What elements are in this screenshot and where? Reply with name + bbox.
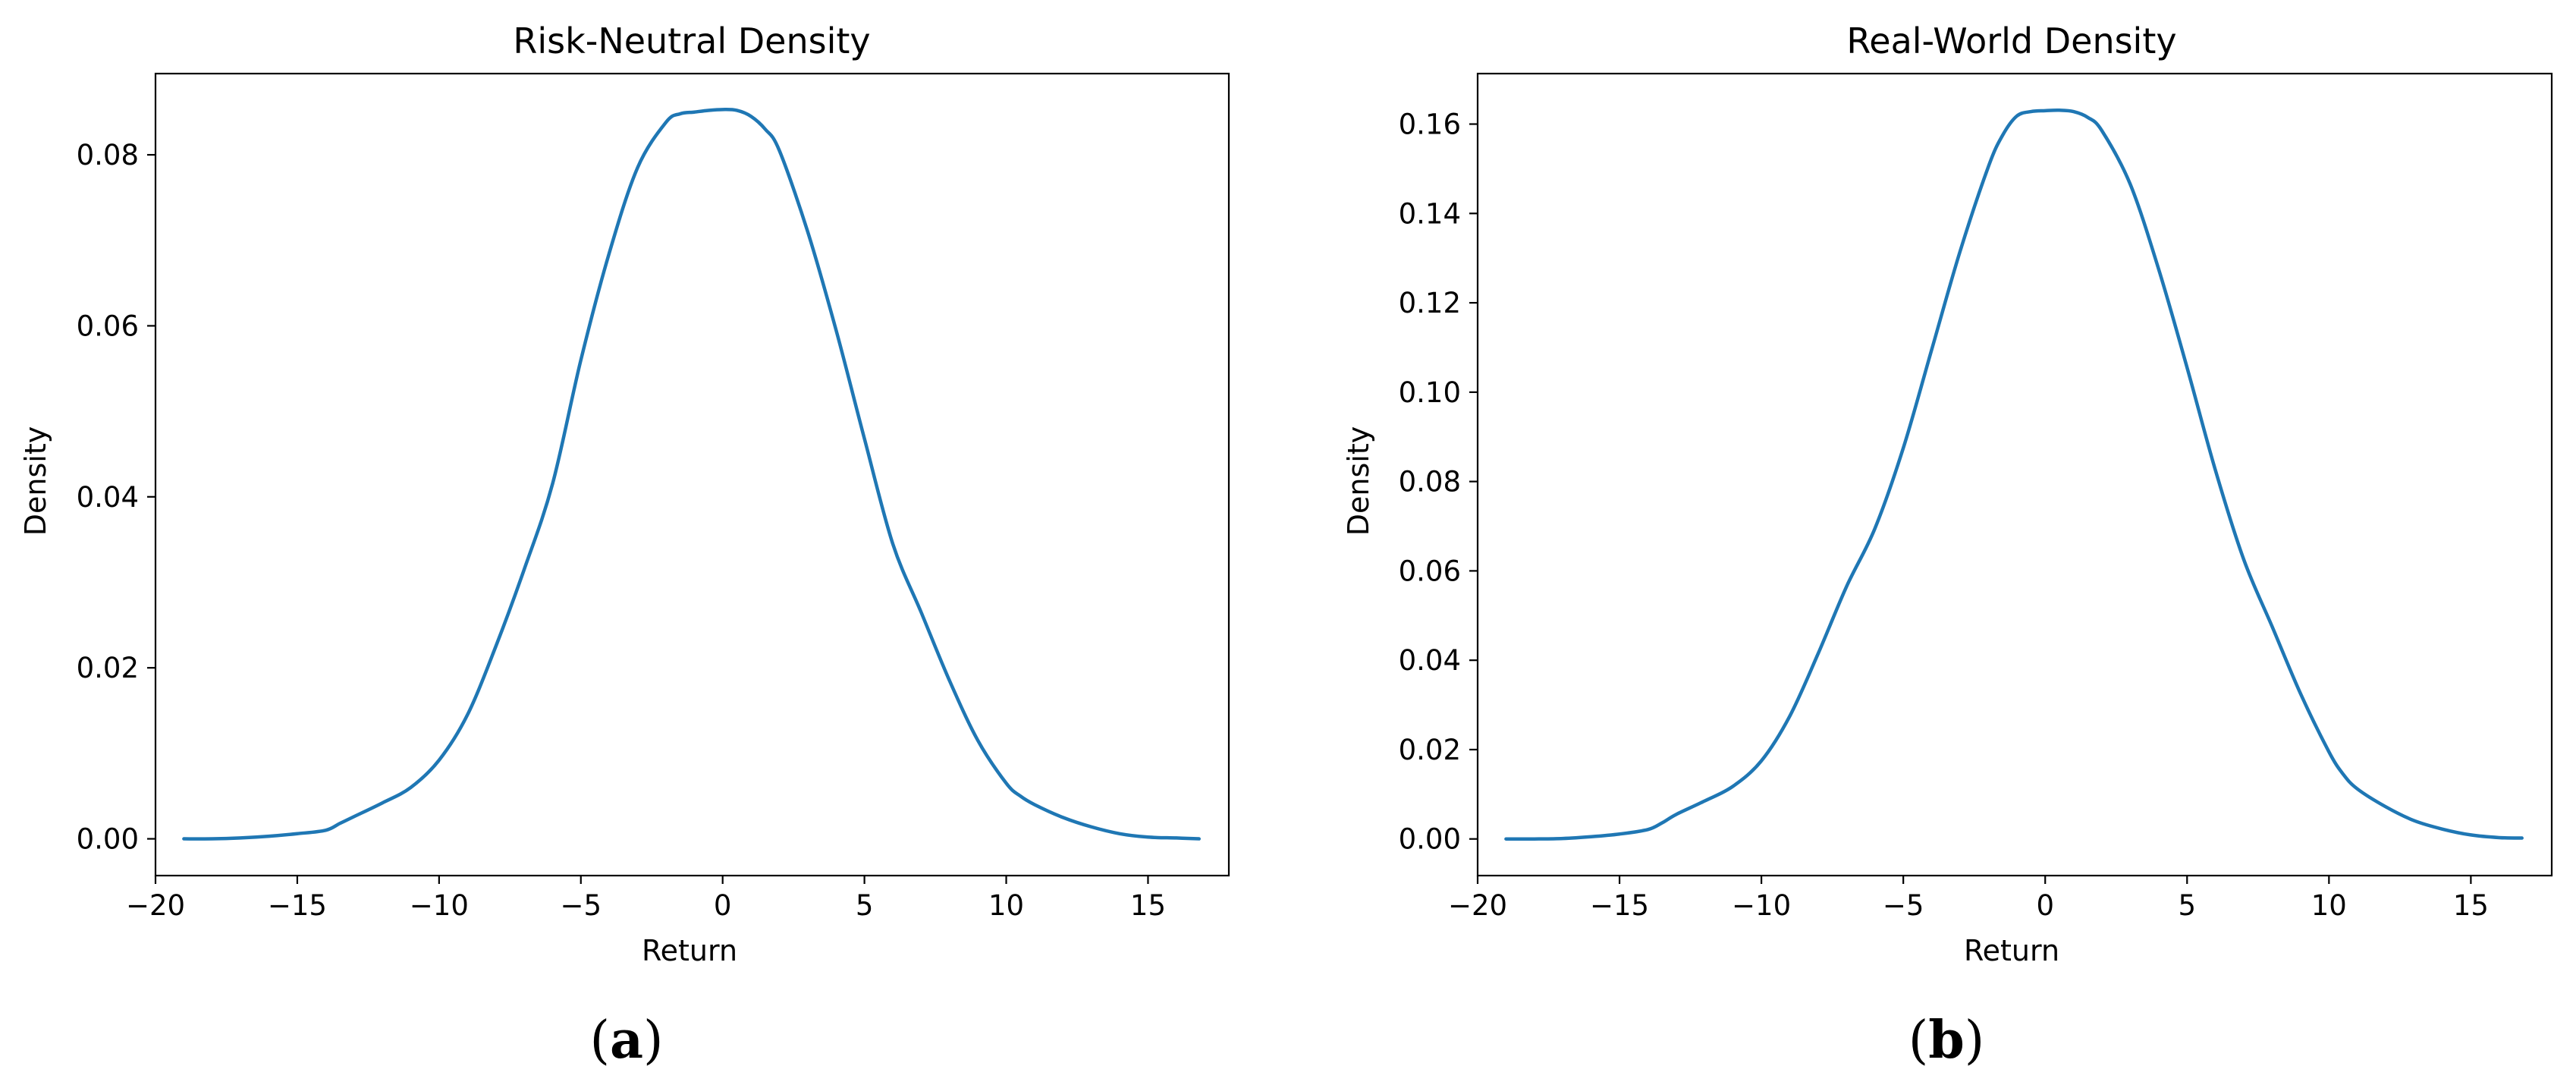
panel-b-ytick-label: 0.00 [1399,823,1461,856]
panel-b-caption-letter: b [1928,1010,1965,1071]
panel-a-ylabel: Density [19,426,52,536]
panel-b-ytick-label: 0.14 [1399,197,1461,230]
panel-a-ytick-label: 0.00 [77,823,139,856]
panel-a-xtick-label: 15 [1130,889,1166,922]
panel-a-xtick-label: 0 [714,889,732,922]
panel-a-caption: (a) [589,1010,663,1071]
panel-b-density-line [1504,108,2524,841]
panel-a: Risk-Neutral Density Density Return −20−… [19,20,1230,1071]
panel-b-ytick-label: 0.06 [1399,555,1461,587]
panel-a-xtick-label: −5 [560,889,602,922]
panel-a-ytick-label: 0.02 [77,652,139,684]
panel-b-ytick-label: 0.10 [1399,376,1461,409]
panel-a-ticks: −20 −15 −10 −5 0 5 10 15 0.00 0.02 0.04 0.06 0.08 [77,139,1166,922]
panel-a-series [182,108,1201,841]
panel-b-ytick-label: 0.04 [1399,644,1461,677]
panel-b-ytick-label: 0.02 [1399,734,1461,766]
panel-a-ytick-label: 0.06 [77,310,139,342]
panel-b-frame [1476,72,2553,877]
panel-a-frame [154,72,1230,877]
panel-b-xtick-label: −10 [1732,889,1791,922]
panel-b-xtick-label: 10 [2311,889,2347,922]
panel-a-xtick-label: −10 [410,889,469,922]
panel-b-xtick-label: 15 [2453,889,2489,922]
panel-b-xtick-label: −15 [1590,889,1649,922]
panel-a-density-line [182,108,1201,841]
panel-b-title: Real-World Density [1846,20,2176,61]
panel-b-series [1504,108,2524,841]
panel-a-xlabel: Return [642,934,737,967]
panel-a-caption-letter: a [610,1010,643,1071]
panel-b-ticks: −20 −15 −10 −5 0 5 10 15 0.00 0.02 0.04 0.06 0.08 0.1… [1399,108,2489,922]
panel-b-ylabel: Density [1342,426,1375,536]
panel-a-ytick-label: 0.04 [77,481,139,514]
panel-b-caption: (b) [1908,1010,1985,1071]
panel-a-title: Risk-Neutral Density [513,20,870,61]
panel-b-ytick-label: 0.08 [1399,466,1461,498]
panel-a-xtick-label: −20 [126,889,185,922]
panel-b: Real-World Density Density Return −20 −15… [1342,20,2553,1071]
panel-b-ytick-label: 0.16 [1399,108,1461,141]
panel-b-ytick-label: 0.12 [1399,287,1461,319]
panel-b-xtick-label: −20 [1448,889,1507,922]
panel-b-xtick-label: −5 [1883,889,1924,922]
panel-b-xtick-label: 5 [2178,889,2196,922]
panel-a-ytick-label: 0.08 [77,139,139,171]
panel-b-xtick-label: 0 [2036,889,2054,922]
panel-b-xlabel: Return [1964,934,2059,967]
panel-a-xtick-label: 10 [988,889,1024,922]
panel-a-xtick-label: −15 [268,889,327,922]
panel-a-xtick-label: 5 [856,889,874,922]
